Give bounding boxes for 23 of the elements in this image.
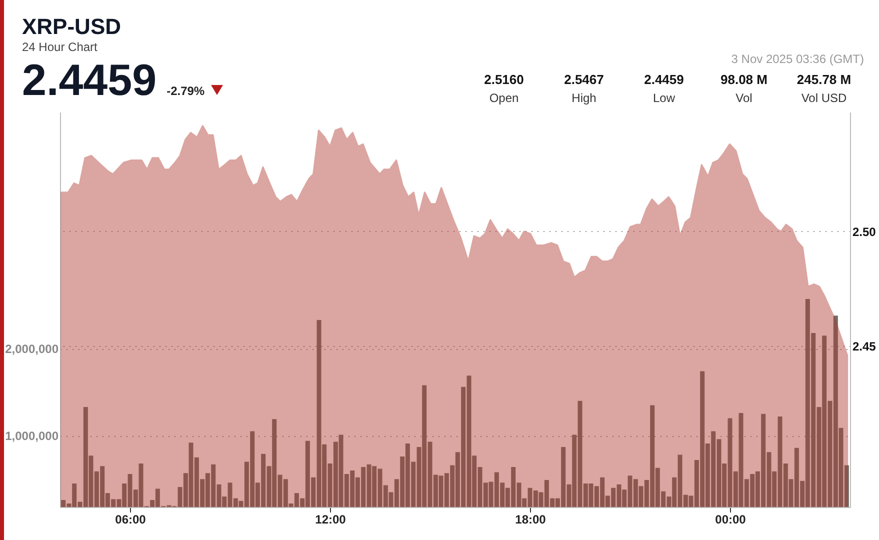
y2-tick-label: 1,000,000 [5,429,59,444]
text: 3 Nov 2025 03:36 (GMT) [731,52,864,66]
text: -2.79% [166,84,205,98]
x-tick-label: 06:00 [115,512,146,526]
chart-title: XRP-USD [22,14,122,40]
text: 2.4459 [643,72,685,87]
text: Low [652,91,676,105]
text: 2.4459 [22,56,157,106]
text: 245.78 M [796,72,852,87]
text: 2.5160 [483,72,525,87]
text: Open [488,91,520,105]
x-tick-label: 18:00 [515,512,546,526]
text: Vol USD [800,91,848,105]
y-tick-label: 2.45 [852,340,876,354]
x-tick-label: 12:00 [315,512,346,526]
text: 2.5467 [563,72,605,87]
chart-subtitle: 24 Hour Chart [22,40,98,54]
y2-tick-label: 2,000,000 [5,342,59,356]
y-tick-label: 2.50 [852,224,876,239]
text: 98.08 M [720,72,768,87]
text: High [570,91,598,105]
text: Vol [734,91,754,105]
x-tick-label: 00:00 [715,512,746,526]
